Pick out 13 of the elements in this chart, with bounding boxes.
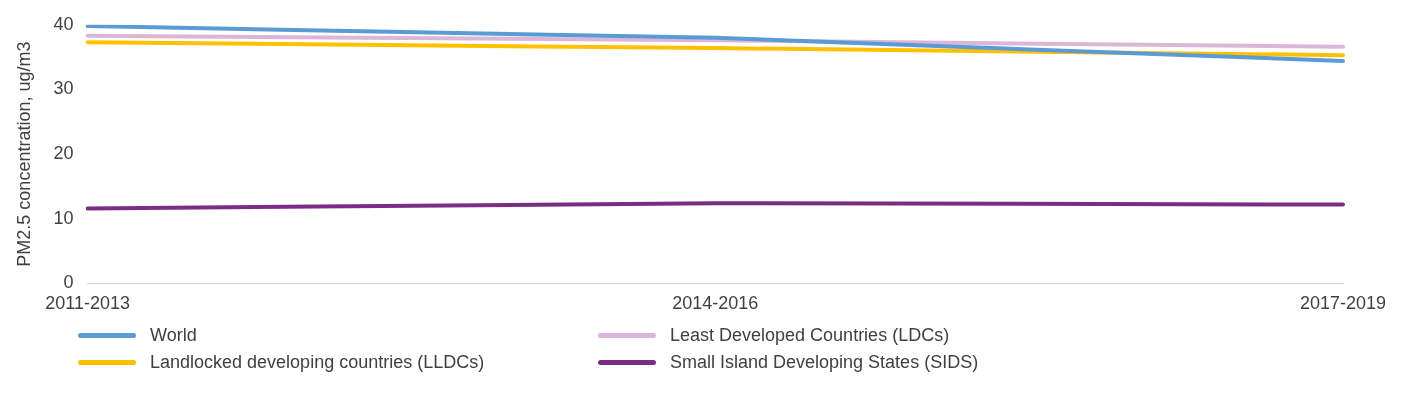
legend-label: Landlocked developing countries (LLDCs) [150,352,485,373]
y-tick-label: 40 [53,13,74,34]
x-tick-label: 2017-2019 [1299,293,1387,314]
y-tick-label: 10 [53,207,74,228]
y-tick-label: 30 [53,78,74,99]
y-axis-title: PM2.5 concentration, ug/m3 [13,41,34,267]
legend-label: World [150,325,197,346]
x-tick-label: 2011-2013 [45,293,130,314]
y-tick-label: 0 [63,272,74,293]
legend-label: Least Developed Countries (LDCs) [670,325,950,346]
legend-label: Small Island Developing States (SIDS) [670,352,979,373]
y-tick-label: 20 [53,143,74,164]
x-tick-label: 2014-2016 [672,293,759,314]
